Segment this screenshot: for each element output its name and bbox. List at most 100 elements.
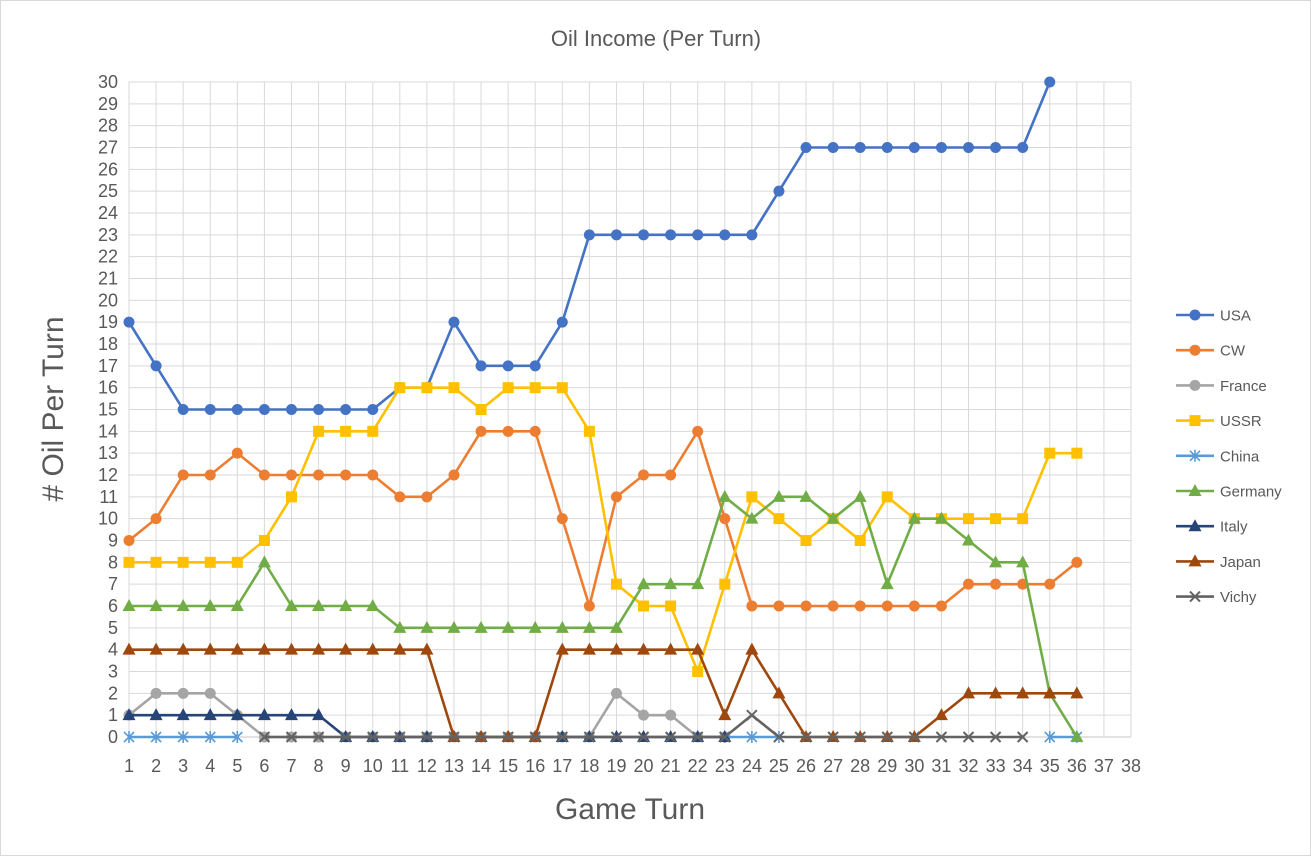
legend-item-japan: Japan: [1176, 554, 1261, 571]
axis-tick-labels: 0123456789101112131415161718192021222324…: [98, 72, 1141, 776]
data-point: [150, 513, 162, 525]
data-point: [1017, 142, 1029, 153]
data-point: [204, 404, 216, 415]
data-point: [258, 535, 270, 546]
data-point: [529, 425, 541, 437]
x-tick-label: 35: [1040, 756, 1060, 776]
data-point: [394, 382, 406, 394]
chart-title: Oil Income (Per Turn): [551, 26, 761, 51]
data-point: [1044, 76, 1056, 88]
x-tick-label: 15: [498, 756, 518, 776]
y-tick-label: 27: [98, 138, 118, 158]
data-point: [502, 425, 514, 437]
legend-label: CW: [1220, 343, 1246, 360]
data-point: [907, 511, 921, 524]
data-point: [692, 229, 704, 241]
data-point: [340, 469, 352, 481]
data-point: [150, 360, 162, 372]
data-point: [908, 142, 920, 153]
data-point: [638, 229, 650, 241]
legend: USA CW France USSR China Germany Italy Japan Vic…: [1176, 308, 1282, 606]
data-point: [556, 382, 568, 394]
data-point: [772, 686, 786, 699]
data-point: [555, 620, 569, 633]
y-tick-label: 23: [98, 225, 118, 245]
y-tick-label: 22: [98, 247, 118, 267]
data-point: [610, 578, 622, 590]
data-point: [990, 578, 1002, 590]
legend-item-ussr: USSR: [1176, 413, 1262, 430]
data-point: [258, 404, 270, 415]
data-point: [665, 600, 677, 612]
y-tick-label: 4: [108, 640, 118, 660]
data-point: [854, 142, 866, 153]
data-point: [231, 404, 243, 415]
data-point: [556, 316, 568, 328]
data-point: [745, 642, 759, 655]
data-point: [528, 620, 542, 633]
legend-label: USSR: [1220, 413, 1262, 430]
data-point: [203, 599, 217, 611]
data-point: [1071, 556, 1083, 568]
data-point: [638, 709, 650, 721]
data-point: [963, 513, 975, 525]
data-point: [312, 708, 326, 721]
x-tick-label: 21: [661, 756, 681, 776]
data-point: [745, 511, 759, 524]
data-point: [502, 382, 514, 394]
y-tick-label: 13: [98, 443, 118, 463]
legend-item-china: China: [1176, 448, 1260, 465]
data-point: [989, 555, 1003, 568]
data-point: [610, 731, 623, 743]
y-tick-label: 24: [98, 203, 118, 223]
series-cw: [123, 425, 1083, 612]
data-point: [691, 642, 705, 655]
data-point: [555, 642, 569, 655]
data-point: [529, 731, 541, 743]
x-tick-label: 33: [986, 756, 1006, 776]
y-tick-label: 28: [98, 116, 118, 136]
data-point: [230, 599, 244, 611]
data-point: [204, 687, 216, 699]
data-point: [799, 489, 813, 502]
data-point: [367, 425, 379, 437]
legend-item-cw: CW: [1176, 343, 1246, 360]
data-point: [340, 425, 352, 437]
legend-item-germany: Germany: [1176, 484, 1282, 501]
x-tick-label: 2: [151, 756, 161, 776]
x-tick-label: 23: [715, 756, 735, 776]
data-point: [746, 709, 758, 721]
data-point: [149, 599, 163, 611]
y-tick-label: 26: [98, 159, 118, 179]
data-point: [583, 425, 595, 437]
data-point: [420, 642, 434, 655]
x-tick-label: 3: [178, 756, 188, 776]
data-point: [149, 642, 163, 655]
data-point: [177, 469, 189, 481]
x-axis-title: Game Turn: [555, 793, 705, 826]
data-point: [420, 620, 434, 633]
data-point: [123, 731, 135, 743]
data-point: [773, 185, 785, 197]
x-tick-label: 12: [417, 756, 437, 776]
data-point: [257, 555, 271, 568]
data-point: [176, 642, 190, 655]
y-tick-label: 1: [108, 705, 118, 725]
x-tick-label: 31: [931, 756, 951, 776]
y-tick-label: 25: [98, 181, 118, 201]
data-point: [963, 578, 975, 590]
data-point: [285, 491, 297, 503]
data-point: [203, 708, 217, 721]
x-tick-label: 11: [390, 756, 409, 776]
x-tick-label: 16: [525, 756, 545, 776]
data-point: [1044, 578, 1056, 590]
x-tick-label: 22: [688, 756, 708, 776]
data-point: [448, 316, 460, 328]
data-point: [1016, 555, 1030, 568]
data-point: [962, 731, 975, 743]
data-point: [421, 382, 433, 394]
y-tick-label: 9: [108, 531, 118, 551]
data-point: [1017, 513, 1029, 525]
data-point: [989, 686, 1003, 699]
data-point: [312, 731, 325, 743]
